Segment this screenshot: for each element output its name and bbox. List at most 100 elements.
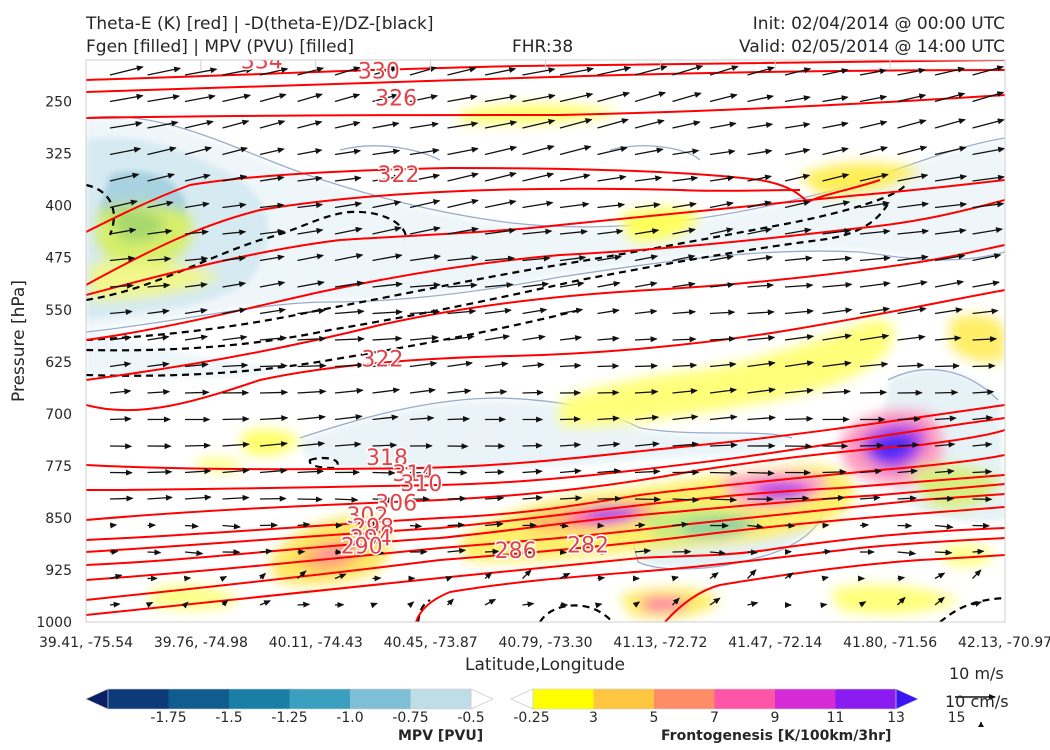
wind-arrow xyxy=(597,308,620,315)
wind-arrow xyxy=(334,387,364,394)
filled-fields xyxy=(86,60,1005,622)
colorbar-tick-label: -1.75 xyxy=(150,710,186,726)
wind-arrow xyxy=(709,361,737,368)
wind-arrow xyxy=(934,389,959,396)
wind-arrow xyxy=(447,94,478,103)
wind-arrow xyxy=(634,228,660,235)
wind-arrow xyxy=(747,227,773,235)
wind-arrow xyxy=(259,93,287,103)
wind-arrow xyxy=(219,576,228,583)
mpv-colorbar-title: MPV [PVU] xyxy=(398,728,484,744)
wind-arrow xyxy=(259,254,285,262)
wind-arrow xyxy=(634,175,663,182)
wind-arrow xyxy=(370,602,378,609)
wind-arrow xyxy=(559,118,593,129)
wind-arrow xyxy=(897,416,922,423)
wind-arrow xyxy=(634,441,660,448)
wind-arrow xyxy=(409,226,441,235)
wind-arrow xyxy=(747,282,774,289)
wind-arrow xyxy=(934,92,966,103)
wind-arrow xyxy=(447,522,466,529)
wind-arrow xyxy=(409,94,439,103)
wind-arrow xyxy=(594,602,603,609)
wind-arrow xyxy=(822,173,850,182)
wind-arrow xyxy=(372,335,403,342)
wind-arrow xyxy=(859,306,891,315)
colorbar-outline xyxy=(107,688,472,710)
wind-arrow xyxy=(484,67,517,76)
colorbar-swatch xyxy=(714,689,776,709)
wind-arrow xyxy=(409,66,438,76)
wind-arrow xyxy=(297,468,325,475)
y-axis-label: Pressure [hPa] xyxy=(9,280,29,402)
wind-arrow xyxy=(859,494,881,501)
wind-arrow xyxy=(522,93,556,103)
colorbar-tick-label: 9 xyxy=(771,710,780,726)
wind-arrow xyxy=(184,468,212,475)
wind-arrow xyxy=(484,145,518,156)
wind-arrow xyxy=(559,173,591,182)
wind-arrow xyxy=(447,388,472,395)
header-title-line2: Fgen [filled] | MPV (PVU) [filled] xyxy=(86,37,355,57)
wind-arrow xyxy=(184,67,218,76)
wind-arrow xyxy=(222,416,250,423)
wind-arrow xyxy=(184,281,208,288)
wind-arrow xyxy=(522,442,543,449)
wind-arrow xyxy=(522,172,555,182)
wind-arrow xyxy=(409,334,439,341)
wind-arrow xyxy=(559,362,582,369)
wind-arrow xyxy=(522,255,551,262)
wind-arrow xyxy=(409,387,436,394)
wind-arrow xyxy=(258,572,267,580)
wind-arrow xyxy=(597,65,632,76)
wind-arrow xyxy=(597,254,622,262)
theta-e-label: 282 xyxy=(567,533,609,558)
wind-arrow xyxy=(972,146,1005,156)
wind-arrow xyxy=(634,548,652,555)
wind-arrow xyxy=(859,522,870,529)
wind-arrow xyxy=(820,602,828,609)
wind-arrow xyxy=(709,469,738,476)
wind-arrow xyxy=(409,147,440,156)
wind-arrow xyxy=(484,548,500,555)
wind-arrow xyxy=(672,120,701,129)
wind-arrow xyxy=(447,198,479,209)
wind-arrow xyxy=(259,362,288,369)
wind-arrow xyxy=(672,597,680,606)
colorbar-tick-label: -0.25 xyxy=(513,710,549,726)
header-title-line1: Theta-E (K) [red] | -D(theta-E)/DZ-[blac… xyxy=(86,14,434,34)
y-tick-label: 625 xyxy=(45,355,72,371)
wind-arrow xyxy=(709,254,734,262)
wind-arrow xyxy=(972,415,994,422)
wind-arrow xyxy=(672,414,699,421)
wind-arrow xyxy=(934,468,955,475)
wind-arrow xyxy=(747,174,772,182)
dthetae-contours xyxy=(86,183,1005,622)
wind-arrow xyxy=(522,468,543,475)
wind-arrow xyxy=(334,308,365,315)
wind-arrow xyxy=(109,282,134,289)
wind-arrow xyxy=(709,65,739,76)
wind-arrow xyxy=(634,254,659,262)
wind-arrow xyxy=(972,569,982,579)
theta-e-label: 326 xyxy=(375,86,417,111)
wind-arrow xyxy=(897,93,927,103)
wind-arrow xyxy=(897,550,917,557)
wind-arrow xyxy=(859,146,888,156)
wind-arrow xyxy=(784,495,810,502)
wind-arrow xyxy=(147,494,173,501)
wind-arrow xyxy=(484,495,505,502)
x-tick-label: 39.41, -75.54 xyxy=(39,635,133,651)
colorbar-tick-label: 13 xyxy=(887,710,905,726)
wind-arrow xyxy=(372,522,380,529)
header-fhr: FHR:38 xyxy=(512,37,574,57)
wind-arrow xyxy=(409,522,423,529)
x-tick-label: 41.13, -72.72 xyxy=(613,635,707,651)
wind-arrow xyxy=(372,226,402,235)
wind-arrow xyxy=(934,174,968,182)
wind-arrow xyxy=(147,282,171,289)
wind-arrow xyxy=(634,91,667,103)
wind-arrow xyxy=(447,121,479,129)
wind-arrow xyxy=(784,308,814,315)
